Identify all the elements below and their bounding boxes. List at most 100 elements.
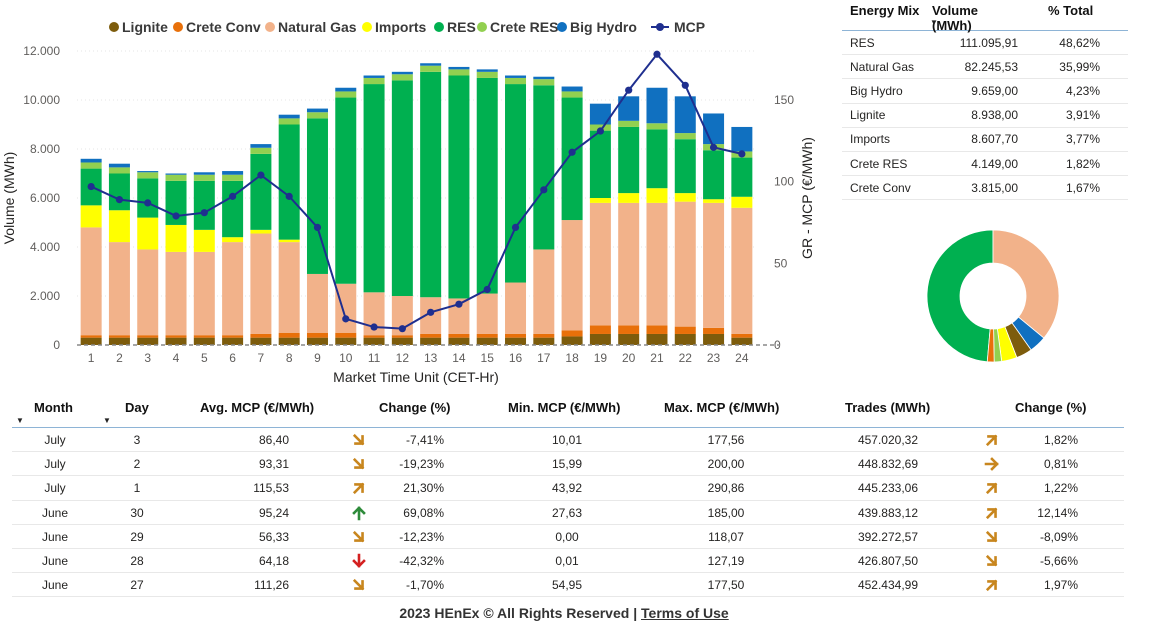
bar-segment-natural-gas [476,293,498,334]
bar-segment-res [250,153,272,230]
percent-cell: 35,99% [1059,59,1100,74]
mcp-point [540,186,548,194]
table-row[interactable]: June 29 56,33 -12,23% 0,00 118,07 392.272,57 -8… [12,525,1124,549]
bar-segment-res [561,97,583,221]
x-tick-label: 4 [173,351,180,365]
volume-cell: 82.245,53 [964,59,1018,74]
bar-segment-lignite [674,333,696,345]
bar-segment-big-hydro [306,108,328,113]
bar-segment-crete-conv [306,332,328,338]
legend-label: Natural Gas [278,19,357,35]
mcp-point [342,315,350,323]
percent-total-header[interactable]: % Total [1048,3,1094,18]
bar-segment-crete-res [646,123,668,130]
bar-segment-crete-res [278,118,300,125]
bar-segment-res [674,139,696,194]
bar-segment-res [108,173,130,211]
energy-mix-row[interactable]: Natural Gas 82.245,53 35,99% [842,55,1128,80]
avg-mcp-cell: 111,26 [254,578,289,593]
month-header[interactable]: Month [34,400,73,415]
energy-mix-row[interactable]: Lignite 8.938,00 3,91% [842,104,1128,128]
bar-segment-natural-gas [335,283,357,333]
bar-segment-crete-res [137,172,159,179]
month-cell: June [41,553,69,568]
trades-header[interactable]: Trades (MWh) [845,400,931,415]
bar-segment-res [646,129,668,189]
table-row[interactable]: July 1 115,53 21,30% 43,92 290,86 445.233,06 1,… [12,476,1124,501]
legend-label: RES [447,19,476,35]
table-row[interactable]: July 3 86,40 -7,41% 10,01 177,56 457.020,32 1,8… [12,428,1124,453]
min-mcp-header[interactable]: Min. MCP (€/MWh) [508,400,621,415]
bar-segment-crete-conv [505,333,527,338]
energy-mix-row[interactable]: Crete RES 4.149,00 1,82% [842,152,1128,177]
month-sort-icon[interactable]: ▼ [16,416,24,425]
x-tick-label: 1 [88,351,95,365]
day-header[interactable]: Day [125,400,149,415]
day-cell: 2 [133,457,141,472]
bar-segment-crete-conv [533,333,555,338]
bar-segment-crete-conv [674,326,696,334]
energy-mix-row[interactable]: RES 111.095,91 48,62% [842,31,1128,56]
bar-segment-big-hydro [278,114,300,119]
mcp-point [568,148,576,156]
bar-segment-lignite [505,337,527,345]
bar-segment-natural-gas [505,282,527,334]
bar-segment-big-hydro [363,75,385,78]
bar-segment-lignite [137,337,159,345]
mcp-point [115,196,124,204]
sort-desc-icon[interactable]: ▼ [930,18,938,27]
legend-dot-marker [434,22,444,32]
month-cell: June [41,529,69,544]
avg-change-arrow-icon [352,505,366,520]
bar-segment-imports [108,210,130,243]
month-cell: July [44,481,66,496]
x-axis-title: Market Time Unit (CET-Hr) [333,369,499,385]
x-tick-label: 7 [258,351,265,365]
avg-mcp-header[interactable]: Avg. MCP (€/MWh) [200,400,315,415]
table-row[interactable]: June 30 95,24 69,08% 27,63 185,00 439.883,12 12… [12,501,1124,525]
energy-mix-row[interactable]: Crete Conv 3.815,00 1,67% [842,176,1128,201]
table-row[interactable]: July 2 93,31 -19,23% 15,99 200,00 448.832,69 0,… [12,452,1124,477]
legend-item-crete-conv: Crete Conv [173,19,261,35]
energy-source-cell: Lignite [850,108,886,123]
trades-change-arrow-icon [984,457,999,472]
mcp-point [313,223,322,231]
bar-segment-natural-gas [674,201,696,327]
x-tick-label: 17 [537,351,551,365]
mcp-point [144,199,152,207]
x-tick-label: 16 [509,351,523,365]
x-tick-label: 3 [144,351,151,365]
max-mcp-header[interactable]: Max. MCP (€/MWh) [664,400,780,415]
legend-item-big-hydro: Big Hydro [557,19,637,35]
legend-item-crete-res: Crete RES [477,19,558,35]
energy-mix-row[interactable]: Big Hydro 9.659,00 4,23% [842,79,1128,104]
month-cell: July [44,433,66,447]
y2-tick-label: 150 [774,93,794,107]
table-row[interactable]: June 27 111,26 -1,70% 54,95 177,50 452.434,99 1… [12,573,1124,598]
percent-cell: 3,91% [1065,108,1100,123]
bar-segment-res [505,84,527,283]
avg-change-header[interactable]: Change (%) [379,400,451,415]
mcp-point [596,127,604,135]
y-tick-label: 8.000 [30,142,60,156]
energy-source-cell: RES [850,35,875,50]
bar-segment-big-hydro [222,171,244,175]
bar-segment-lignite [476,337,498,345]
bar-segment-res [731,157,753,197]
trades-change-header[interactable]: Change (%) [1015,400,1087,415]
day-sort-icon[interactable]: ▼ [103,416,111,425]
energy-mix-row[interactable]: Imports 8.607,70 3,77% [842,128,1128,152]
energy-volume-mcp-chart: 02.0004.0006.0008.00010.00012.0000501001… [1,19,815,385]
energy-mix-header[interactable]: Energy Mix [850,3,920,18]
energy-source-cell: Imports [850,132,891,147]
bar-segment-big-hydro [589,103,611,125]
bar-segment-big-hydro [703,113,725,145]
table-row[interactable]: June 28 64,18 -42,32% 0,01 127,19 426.807,50 -5… [12,549,1124,574]
bar-segment-lignite [278,337,300,345]
terms-of-use-link[interactable]: Terms of Use [641,605,729,621]
bar-segment-big-hydro [533,76,555,80]
volume-header[interactable]: Volume (MWh) [932,3,978,33]
day-cell: 3 [133,433,141,447]
bar-segment-res [589,130,611,198]
volume-cell: 3.815,00 [971,180,1018,195]
